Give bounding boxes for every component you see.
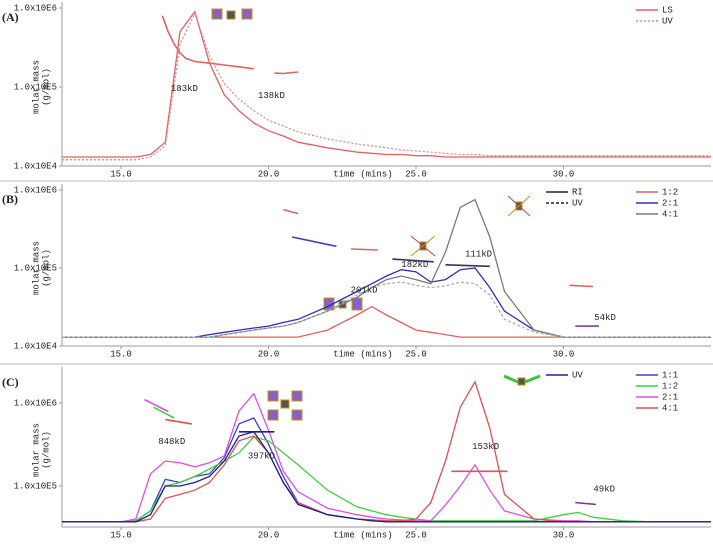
x-tick-label: 30.0 xyxy=(553,169,575,179)
molecule-icon xyxy=(410,235,436,257)
panel-label: (A) xyxy=(2,10,19,24)
molar-mass-line xyxy=(165,418,192,425)
panel-label: (B) xyxy=(2,192,18,206)
molecule-icon xyxy=(211,8,253,20)
molar-mass-line xyxy=(144,398,169,413)
y-tick-label: 1.0x10E4 xyxy=(14,341,57,351)
legend-label: 4:1 xyxy=(662,209,678,219)
y-tick-label: 1.0x10E5 xyxy=(14,263,57,273)
mass-annotation: 183kD xyxy=(171,84,198,94)
molecule-icon xyxy=(267,390,303,421)
y-tick-label: 1.0x10E4 xyxy=(14,161,57,171)
legend-label: RI xyxy=(572,187,583,197)
mass-annotation: 54kD xyxy=(594,313,616,323)
legend-label: 1:2 xyxy=(662,381,678,391)
x-tick-label: 15.0 xyxy=(110,169,132,179)
x-tick-label: 30.0 xyxy=(553,349,575,359)
molecule-icon xyxy=(503,374,541,386)
legend-label: LS xyxy=(662,5,673,15)
legend-label: UV xyxy=(662,16,673,26)
molar-mass-line xyxy=(153,406,175,419)
x-axis-label: time (mins) xyxy=(333,169,392,179)
mass-annotation: 49kD xyxy=(593,485,615,495)
x-tick-label: 15.0 xyxy=(110,349,132,359)
y-axis-label: molar mass xyxy=(31,241,41,295)
mass-annotation: 201kD xyxy=(351,286,378,296)
x-tick-label: 30.0 xyxy=(553,530,575,540)
y-axis-label: (g/mol) xyxy=(41,68,51,106)
molar-mass-line xyxy=(569,284,594,288)
molar-mass-line xyxy=(291,236,337,248)
legend-label: 1:2 xyxy=(662,187,678,197)
x-tick-label: 20.0 xyxy=(258,349,280,359)
mass-annotation: 397kD xyxy=(248,451,275,461)
chromatogram-line xyxy=(62,431,711,523)
molar-mass-line xyxy=(283,208,299,215)
x-axis-label: time (mins) xyxy=(333,349,392,359)
molar-mass-line xyxy=(392,258,434,263)
y-tick-label: 1.0x10E5 xyxy=(14,82,57,92)
chromatogram-line xyxy=(62,281,711,338)
legend-label: 2:1 xyxy=(662,392,678,402)
molar-mass-line xyxy=(274,71,299,75)
mass-annotation: 111kD xyxy=(465,250,492,260)
legend-label: UV xyxy=(572,370,583,380)
y-axis-label: molar mass xyxy=(31,423,41,477)
chromatogram-line xyxy=(62,436,711,523)
y-axis-label: (g/mol) xyxy=(41,431,51,469)
chromatogram-line xyxy=(62,11,711,161)
x-tick-label: 15.0 xyxy=(110,530,132,540)
x-tick-label: 20.0 xyxy=(258,169,280,179)
legend-label: 4:1 xyxy=(662,403,678,413)
y-axis-label: (g/mol) xyxy=(41,249,51,287)
panel-label: (C) xyxy=(2,375,19,389)
molar-mass-line xyxy=(161,15,254,70)
y-tick-label: 1.0x10E6 xyxy=(14,185,57,195)
y-tick-label: 1.0x10E5 xyxy=(14,481,57,491)
mass-annotation: 182kD xyxy=(401,260,428,270)
molar-mass-line xyxy=(445,264,490,268)
legend-label: UV xyxy=(572,198,583,208)
y-axis-label: molar mass xyxy=(31,60,41,114)
molecule-icon xyxy=(507,195,531,217)
x-tick-label: 25.0 xyxy=(405,530,427,540)
mass-annotation: 848kD xyxy=(158,437,185,447)
mass-annotation: 138kD xyxy=(258,91,285,101)
x-tick-label: 20.0 xyxy=(258,530,280,540)
x-tick-label: 25.0 xyxy=(405,169,427,179)
x-tick-label: 25.0 xyxy=(405,349,427,359)
y-tick-label: 1.0x10E6 xyxy=(14,398,57,408)
molar-mass-line xyxy=(575,501,597,506)
mass-annotation: 153kD xyxy=(472,442,499,452)
y-tick-label: 1.0x10E6 xyxy=(14,3,57,13)
legend-label: 1:1 xyxy=(662,370,678,380)
chromatogram-line xyxy=(62,10,711,158)
molar-mass-line xyxy=(351,248,378,251)
legend-label: 2:1 xyxy=(662,198,678,208)
x-axis-label: time (mins) xyxy=(333,530,392,540)
